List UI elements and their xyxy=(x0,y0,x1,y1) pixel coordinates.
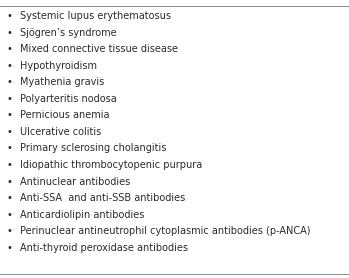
Text: Systemic lupus erythematosus: Systemic lupus erythematosus xyxy=(20,11,171,21)
Text: Pernicious anemia: Pernicious anemia xyxy=(20,110,110,120)
Text: Idiopathic thrombocytopenic purpura: Idiopathic thrombocytopenic purpura xyxy=(20,160,202,170)
Text: •: • xyxy=(7,61,13,71)
Text: •: • xyxy=(7,143,13,153)
Text: Anti-SSA  and anti-SSB antibodies: Anti-SSA and anti-SSB antibodies xyxy=(20,193,185,203)
Text: •: • xyxy=(7,193,13,203)
Text: Antinuclear antibodies: Antinuclear antibodies xyxy=(20,177,131,187)
Text: Sjögren’s syndrome: Sjögren’s syndrome xyxy=(20,28,117,38)
Text: Anti-thyroid peroxidase antibodies: Anti-thyroid peroxidase antibodies xyxy=(20,243,188,253)
Text: Ulcerative colitis: Ulcerative colitis xyxy=(20,127,102,137)
Text: •: • xyxy=(7,226,13,236)
Text: •: • xyxy=(7,77,13,87)
Text: •: • xyxy=(7,110,13,120)
Text: •: • xyxy=(7,210,13,220)
Text: •: • xyxy=(7,94,13,104)
Text: •: • xyxy=(7,243,13,253)
Text: Perinuclear antineutrophil cytoplasmic antibodies (p-ANCA): Perinuclear antineutrophil cytoplasmic a… xyxy=(20,226,311,236)
Text: Anticardiolipin antibodies: Anticardiolipin antibodies xyxy=(20,210,144,220)
Text: Primary sclerosing cholangitis: Primary sclerosing cholangitis xyxy=(20,143,166,153)
Text: •: • xyxy=(7,177,13,187)
Text: •: • xyxy=(7,11,13,21)
Text: Hypothyroidism: Hypothyroidism xyxy=(20,61,97,71)
Text: •: • xyxy=(7,160,13,170)
Text: •: • xyxy=(7,127,13,137)
Text: •: • xyxy=(7,44,13,54)
Text: Polyarteritis nodosa: Polyarteritis nodosa xyxy=(20,94,117,104)
Text: Mixed connective tissue disease: Mixed connective tissue disease xyxy=(20,44,178,54)
Text: Myathenia gravis: Myathenia gravis xyxy=(20,77,104,87)
Text: •: • xyxy=(7,28,13,38)
